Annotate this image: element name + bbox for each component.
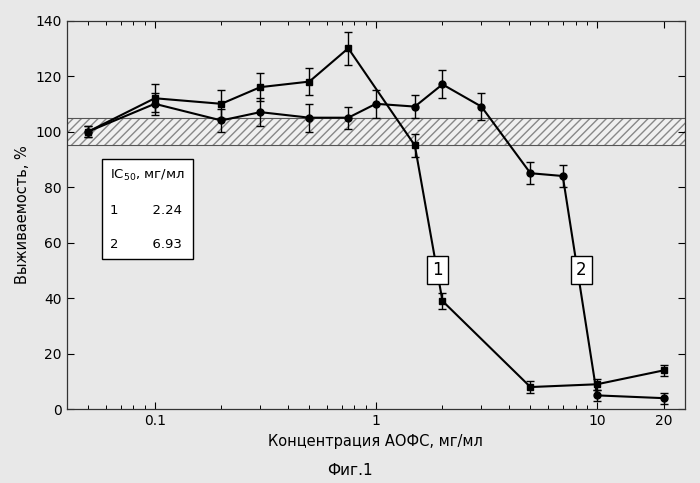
Text: $\mathrm{IC_{50}}$, мг/мл

1        2.24

2        6.93: $\mathrm{IC_{50}}$, мг/мл 1 2.24 2 6.93 [110, 168, 185, 251]
Text: Фиг.1: Фиг.1 [327, 463, 373, 478]
X-axis label: Концентрация АОФС, мг/мл: Концентрация АОФС, мг/мл [269, 434, 483, 449]
Text: 1: 1 [432, 261, 443, 280]
Text: 2: 2 [576, 261, 587, 280]
Y-axis label: Выживаемость, %: Выживаемость, % [15, 145, 30, 284]
Bar [66, 118, 685, 145]
